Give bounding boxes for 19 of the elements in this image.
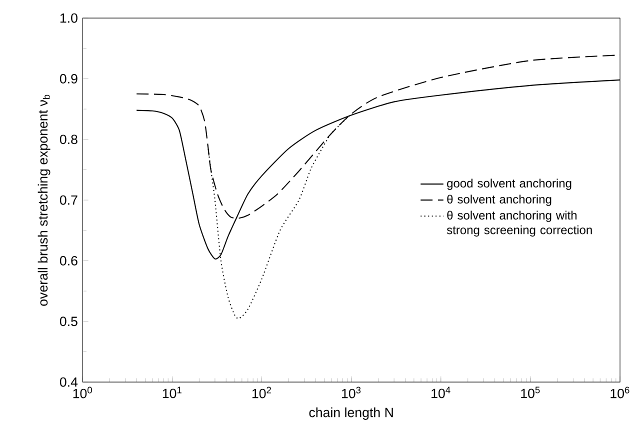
legend-label: θ solvent anchoring: [447, 194, 552, 206]
x-axis-title: chain length N: [309, 407, 393, 420]
x-tick-label: 10$^{2}$: [252, 386, 271, 398]
x-tick-label: 10$^{4}$: [432, 386, 450, 398]
x-tick-label: 10$^{5}$: [521, 386, 540, 398]
y-tick-label: 0.7: [60, 195, 78, 205]
legend-label: good solvent anchoring: [447, 178, 572, 190]
y-tick-label: 0.8: [60, 134, 78, 144]
x-tick-label: 10$^{1}$: [162, 386, 182, 398]
y-tick-label: 0.9: [60, 74, 78, 84]
y-axis-title: overall brush stretching exponent ν$_{b}$: [38, 94, 50, 306]
y-tick-label: 0.4: [60, 377, 78, 387]
x-tick-label: 10$^{3}$: [342, 386, 361, 398]
y-tick-label: 0.5: [60, 316, 78, 326]
x-tick-label: 10$^{6}$: [610, 386, 630, 398]
y-tick-label: 1.0: [60, 13, 78, 23]
x-tick-label: 10$^{0}$: [73, 386, 92, 398]
y-tick-label: 0.6: [60, 256, 78, 266]
legend-label: θ solvent anchoring with strong screening correction: [446, 210, 592, 237]
